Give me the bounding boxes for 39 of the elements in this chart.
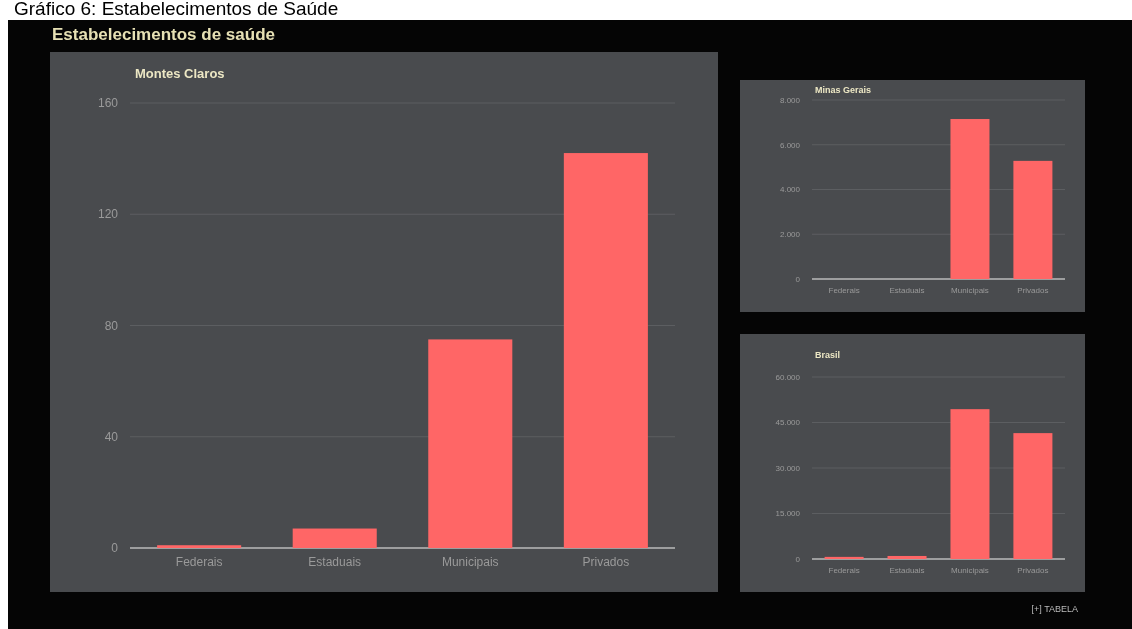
y-tick-label: 120 [97,207,119,222]
x-tick-label: Estaduais [308,555,362,569]
y-tick-label: 30.000 [775,463,801,473]
text: Estabelecimentos de saúde [52,25,275,44]
x-tick-label: Privados [1017,286,1049,295]
text: [+] TABELA [1031,604,1078,614]
y-tick-label: 80 [104,318,119,333]
bar [157,545,242,548]
y-tick-label: 40 [104,429,119,444]
y-tick-label: 6.000 [779,140,801,150]
bar [887,555,927,559]
y-tick-label: 8.000 [779,95,801,105]
bar [1013,433,1053,559]
y-tick-label: 160 [97,96,119,111]
bar [428,339,513,548]
bar [950,409,990,559]
y-tick-label: 45.000 [775,418,801,428]
y-tick-label: 15.000 [775,509,801,519]
x-tick-label: Federais [828,286,860,295]
x-tick-label: Municipais [441,555,499,569]
bar [292,528,377,548]
y-tick-label: 60.000 [775,372,801,382]
x-tick-label: Privados [582,555,630,569]
x-tick-label: Municipais [951,566,989,575]
chart-title: Montes Claros [135,66,225,81]
text: Gráfico 6: Estabelecimentos de Saúde [14,0,339,19]
x-tick-label: Privados [1017,566,1049,575]
y-tick-label: 0 [111,541,119,556]
chart-title: Brasil [815,350,841,360]
bar [824,556,864,559]
x-tick-label: Municipais [951,286,989,295]
bar [563,153,648,548]
x-tick-label: Federais [175,555,223,569]
x-tick-label: Estaduais [889,566,925,575]
y-tick-label: 4.000 [779,185,801,195]
x-tick-label: Federais [828,566,860,575]
x-tick-label: Estaduais [889,286,925,295]
chart-title: Minas Gerais [815,85,872,95]
y-tick-label: 2.000 [779,230,801,240]
